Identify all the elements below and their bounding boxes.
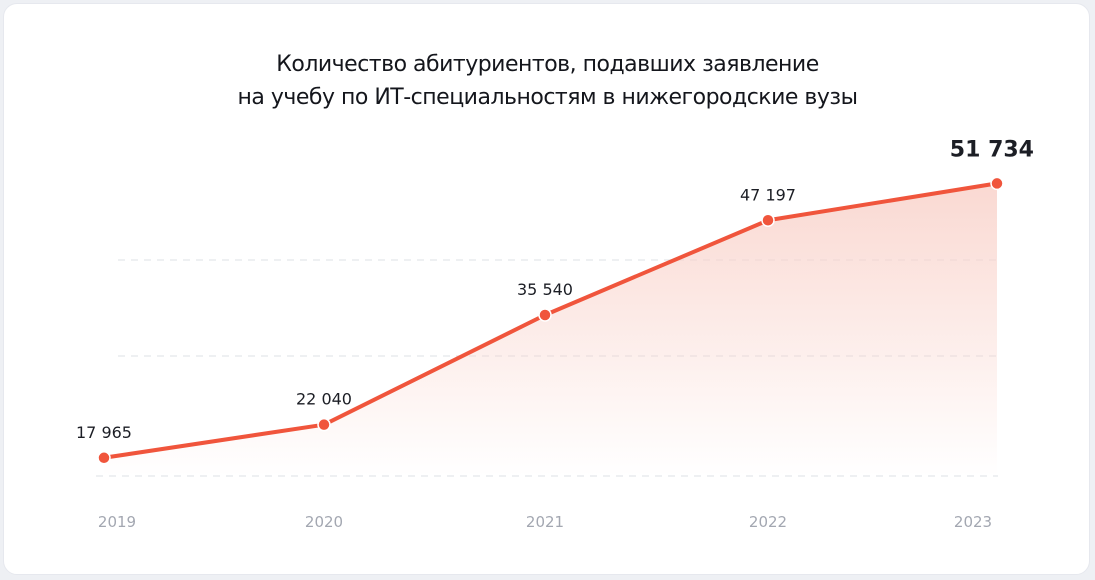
data-point-2023 [990, 176, 1004, 191]
data-point-2019 [97, 451, 111, 465]
data-label-2019: 17 965 [76, 423, 132, 442]
x-tick-label-2020: 2020 [305, 513, 343, 531]
data-label-2020: 22 040 [296, 390, 352, 409]
data-label-2022: 47 197 [740, 185, 796, 204]
x-tick-label-2019: 2019 [98, 513, 136, 531]
data-label-2021: 35 540 [517, 280, 573, 299]
x-tick-label-2021: 2021 [526, 513, 564, 531]
data-point-2022 [761, 213, 775, 228]
chart-title: Количество абитуриентов, подавших заявле… [4, 48, 1091, 114]
data-point-2021 [538, 308, 552, 322]
data-point-2020 [317, 417, 331, 432]
series-area [104, 183, 997, 476]
x-tick-label-2022: 2022 [749, 513, 787, 531]
x-tick-label-2023: 2023 [954, 513, 992, 531]
chart-title-line-1: Количество абитуриентов, подавших заявле… [276, 52, 819, 77]
chart-title-line-2: на учебу по ИТ-специальностям в нижегоро… [237, 85, 858, 110]
data-label-2023: 51 734 [950, 137, 1034, 162]
